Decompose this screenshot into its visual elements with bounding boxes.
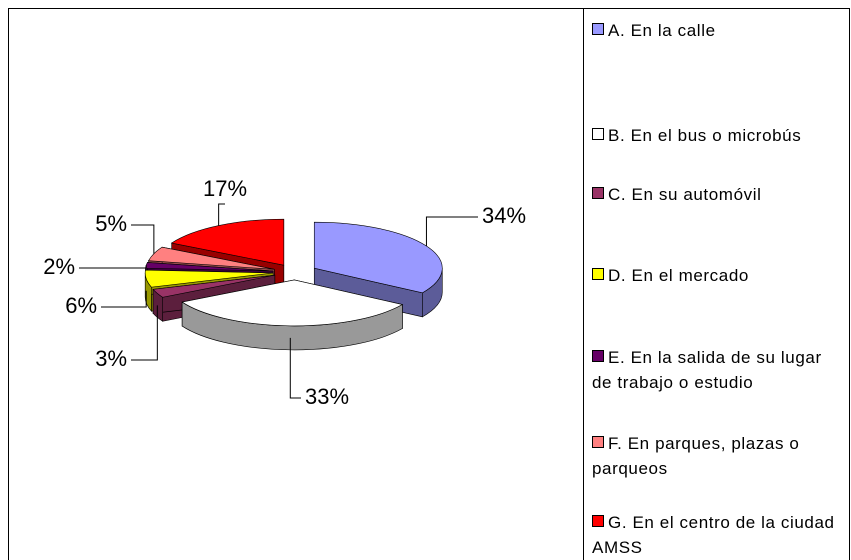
legend-label: D. En el mercado xyxy=(608,266,749,285)
leader-line xyxy=(425,216,478,247)
leader-line xyxy=(289,337,301,399)
chart-frame xyxy=(8,8,850,560)
data-label: 34% xyxy=(482,203,526,228)
legend-item: D. En el mercado xyxy=(592,263,842,288)
leader-line xyxy=(131,305,158,361)
legend-label: E. En la salida de su lugar de trabajo o… xyxy=(592,348,822,392)
legend-swatch xyxy=(592,436,604,448)
legend-swatch xyxy=(592,515,604,527)
slice xyxy=(170,218,285,266)
legend-swatch xyxy=(592,23,604,35)
leader-line xyxy=(101,290,147,308)
legend-item: E. En la salida de su lugar de trabajo o… xyxy=(592,345,842,395)
legend-item: G. En el centro de la ciudad AMSS xyxy=(592,510,842,560)
legend-item: B. En el bus o microbús xyxy=(592,123,842,148)
data-label: 3% xyxy=(95,346,127,371)
legend-label: B. En el bus o microbús xyxy=(608,126,802,145)
legend-item: A. En la calle xyxy=(592,18,842,43)
leader-line xyxy=(131,224,155,254)
data-label: 17% xyxy=(203,176,247,201)
legend-swatch xyxy=(592,350,604,362)
data-label: 33% xyxy=(305,384,349,409)
slice xyxy=(148,246,275,270)
data-label: 5% xyxy=(95,211,127,236)
data-label: 6% xyxy=(65,293,97,318)
legend-swatch xyxy=(592,187,604,199)
slice xyxy=(144,269,274,288)
legend-label: F. En parques, plazas o parqueos xyxy=(592,434,800,478)
legend-label: G. En el centro de la ciudad AMSS xyxy=(592,513,835,557)
data-label: 2% xyxy=(43,254,75,279)
legend-item: F. En parques, plazas o parqueos xyxy=(592,431,842,481)
slice xyxy=(152,274,275,298)
legend-swatch xyxy=(592,128,604,140)
legend-label: A. En la calle xyxy=(608,21,716,40)
leader-line xyxy=(218,203,225,226)
legend-item: C. En su automóvil xyxy=(592,182,842,207)
slice xyxy=(181,279,404,327)
leader-line xyxy=(79,265,147,269)
legend-label: C. En su automóvil xyxy=(608,185,762,204)
legend-swatch xyxy=(592,268,604,280)
